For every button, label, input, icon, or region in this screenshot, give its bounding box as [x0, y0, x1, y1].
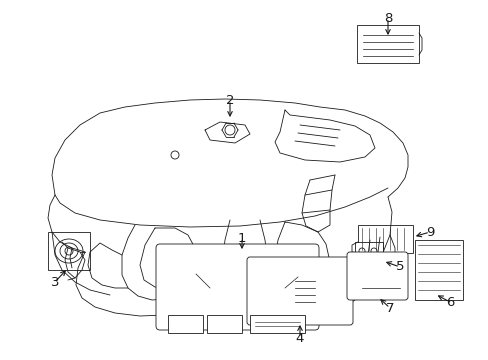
Bar — [206, 315, 242, 333]
Bar — [356, 25, 418, 63]
Bar — [354, 263, 382, 281]
Bar — [249, 315, 305, 333]
Bar — [48, 232, 90, 270]
Text: 1: 1 — [237, 231, 246, 244]
FancyBboxPatch shape — [156, 244, 318, 330]
Text: 6: 6 — [445, 296, 453, 309]
Text: 2: 2 — [225, 94, 234, 107]
Text: 5: 5 — [395, 261, 404, 274]
Text: 9: 9 — [425, 225, 433, 239]
Text: 4: 4 — [295, 332, 304, 345]
Text: 7: 7 — [385, 302, 393, 315]
Text: 8: 8 — [383, 12, 391, 24]
Bar — [168, 315, 203, 333]
FancyBboxPatch shape — [246, 257, 352, 325]
Text: 3: 3 — [51, 275, 59, 288]
Bar — [354, 242, 382, 260]
Bar — [357, 225, 412, 253]
Bar — [414, 240, 462, 300]
FancyBboxPatch shape — [346, 252, 407, 300]
